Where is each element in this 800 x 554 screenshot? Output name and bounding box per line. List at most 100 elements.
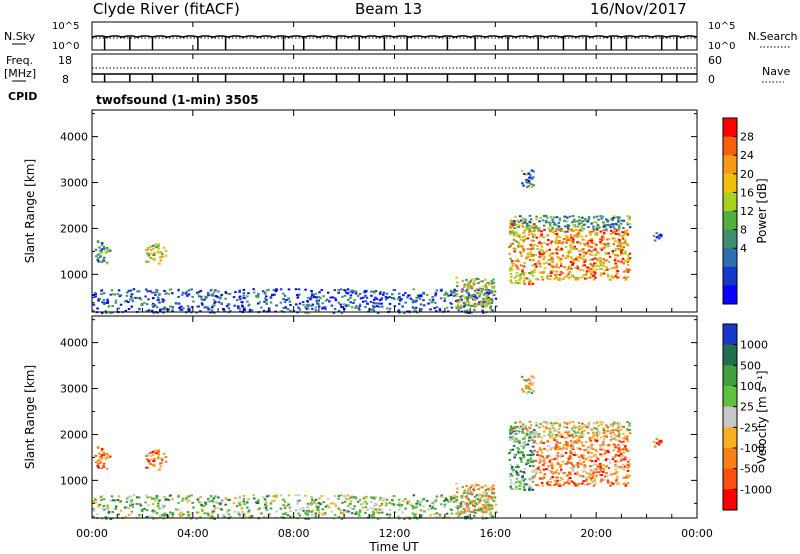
- scatter-cell: [102, 508, 106, 511]
- scatter-cell: [467, 498, 471, 501]
- scatter-cell: [287, 297, 290, 300]
- scatter-cell: [599, 238, 602, 241]
- scatter-cell: [491, 300, 494, 302]
- scatter-cell: [608, 255, 612, 258]
- scatter-cell: [314, 296, 318, 299]
- scatter-cell: [576, 233, 579, 236]
- scatter-cell: [556, 479, 559, 482]
- scatter-cell: [260, 512, 263, 515]
- scatter-cell: [655, 232, 658, 235]
- scatter-cell: [583, 264, 586, 267]
- scatter-cell: [601, 238, 604, 241]
- scatter-cell: [614, 460, 617, 463]
- scatter-cell: [599, 240, 602, 243]
- scatter-cell: [404, 301, 407, 304]
- scatter-cell: [535, 227, 538, 230]
- scatter-cell: [428, 298, 432, 301]
- scatter-cell: [601, 442, 604, 444]
- scatter-cell: [555, 248, 558, 251]
- scatter-cell: [191, 501, 194, 504]
- colorbar-tick-label: 28: [740, 131, 754, 144]
- scatter-cell: [592, 227, 595, 230]
- scatter-cell: [514, 234, 517, 237]
- scatter-cell: [489, 512, 492, 515]
- scatter-cell: [596, 464, 599, 467]
- scatter-cell: [269, 296, 273, 299]
- scatter-cell: [578, 250, 581, 253]
- scatter-cell: [613, 436, 616, 439]
- scatter-cell: [550, 240, 553, 243]
- scatter-cell: [568, 238, 571, 241]
- scatter-cell: [454, 294, 457, 297]
- scatter-cell: [314, 309, 318, 312]
- scatter-cell: [247, 292, 250, 295]
- freq-trace: [92, 67, 697, 82]
- scatter-cell: [520, 252, 523, 255]
- scatter-cell: [622, 227, 625, 230]
- scatter-cell: [206, 512, 210, 515]
- scatter-cell: [595, 474, 598, 477]
- scatter-cell: [565, 462, 569, 465]
- scatter-cell: [585, 476, 589, 479]
- scatter-cell: [123, 300, 127, 303]
- scatter-cell: [508, 458, 511, 461]
- scatter-cell: [363, 496, 367, 499]
- scatter-cell: [487, 302, 490, 305]
- scatter-cell: [470, 493, 474, 496]
- scatter-cell: [227, 513, 231, 516]
- scatter-cell: [585, 272, 588, 275]
- scatter-cell: [157, 449, 161, 452]
- scatter-cell: [149, 245, 152, 248]
- scatter-cell: [116, 499, 120, 501]
- scatter-cell: [455, 276, 458, 279]
- scatter-cell: [160, 514, 164, 517]
- scatter-cell: [451, 290, 454, 293]
- scatter-cell: [596, 456, 599, 459]
- scatter-cell: [209, 289, 213, 292]
- scatter-cell: [158, 514, 162, 517]
- scatter-cell: [119, 509, 123, 512]
- scatter-cell: [207, 291, 210, 294]
- scatter-cell: [485, 497, 489, 500]
- scatter-cell: [435, 289, 439, 292]
- scatter-cell: [138, 307, 141, 310]
- scatter-cell: [156, 505, 160, 508]
- scatter-cell: [214, 495, 217, 498]
- scatter-cell: [236, 511, 240, 514]
- scatter-cell: [617, 482, 620, 485]
- scatter-cell: [100, 455, 103, 458]
- scatter-cell: [564, 245, 568, 248]
- scatter-cell: [522, 280, 526, 283]
- scatter-cell: [615, 435, 619, 438]
- scatter-cell: [306, 300, 310, 303]
- scatter-cell: [484, 501, 488, 504]
- scatter-cell: [584, 277, 587, 280]
- scatter-cell: [530, 392, 534, 395]
- scatter-cell: [102, 246, 106, 248]
- scatter-cell: [255, 501, 258, 503]
- scatter-cell: [470, 517, 473, 520]
- scatter-cell: [280, 516, 283, 519]
- scatter-cell: [570, 241, 573, 244]
- scatter-cell: [203, 306, 207, 309]
- scatter-cell: [474, 502, 477, 505]
- scatter-cell: [140, 508, 144, 511]
- scatter-cell: [536, 451, 539, 453]
- scatter-cell: [353, 496, 356, 499]
- scatter-cell: [627, 269, 631, 272]
- scatter-cell: [187, 289, 191, 292]
- scatter-cell: [466, 291, 469, 294]
- scatter-cell: [331, 296, 335, 299]
- scatter-cell: [652, 234, 656, 237]
- scatter-cell: [372, 309, 376, 312]
- scatter-cell: [491, 285, 494, 288]
- scatter-cell: [599, 261, 602, 264]
- scatter-cell: [512, 232, 515, 235]
- scatter-cell: [561, 229, 564, 232]
- scatter-cell: [354, 496, 358, 499]
- colorbar-swatch: [723, 155, 737, 175]
- scatter-cell: [541, 249, 544, 252]
- scatter-cell: [610, 435, 613, 438]
- scatter-cell: [653, 445, 657, 448]
- scatter-cell: [523, 173, 526, 175]
